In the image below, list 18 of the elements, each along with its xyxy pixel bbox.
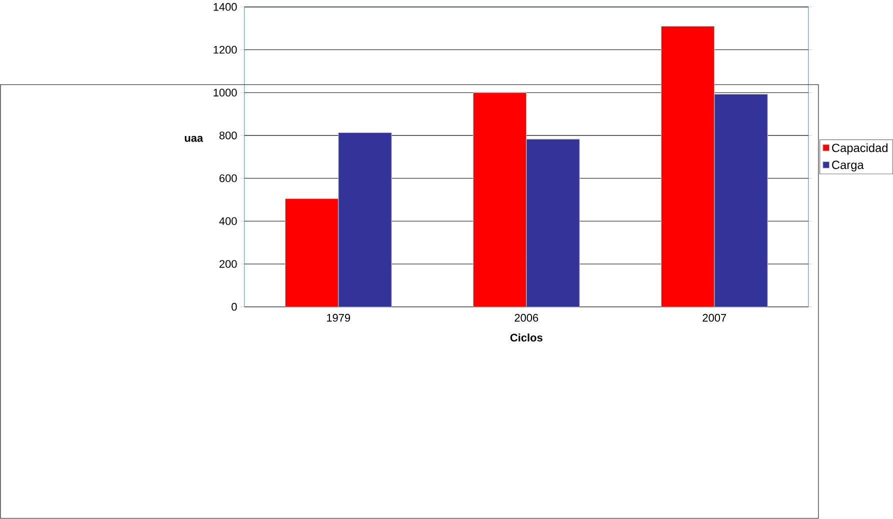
y-tick-label: 1400 bbox=[214, 3, 237, 11]
legend-label: Carga bbox=[832, 160, 864, 172]
legend-label: Capacidad bbox=[832, 143, 888, 155]
y-tick-label: 200 bbox=[220, 260, 237, 268]
bar bbox=[714, 94, 768, 307]
x-tick-label: 2006 bbox=[514, 314, 538, 322]
y-tick-label: 1200 bbox=[214, 46, 237, 54]
bar bbox=[526, 138, 580, 307]
bar bbox=[338, 132, 392, 307]
x-tick-label: 2007 bbox=[702, 314, 726, 322]
y-tick-label: 400 bbox=[219, 217, 237, 226]
x-tick-label: 1979 bbox=[327, 314, 350, 322]
y-tick-label: 1000 bbox=[214, 88, 237, 97]
y-tick-label: 600 bbox=[220, 174, 237, 182]
y-axis-title: uaa bbox=[184, 136, 204, 142]
x-axis-title: Ciclos bbox=[510, 334, 542, 342]
y-tick-label: 0 bbox=[232, 302, 237, 311]
y-tick-label: 800 bbox=[219, 132, 237, 140]
